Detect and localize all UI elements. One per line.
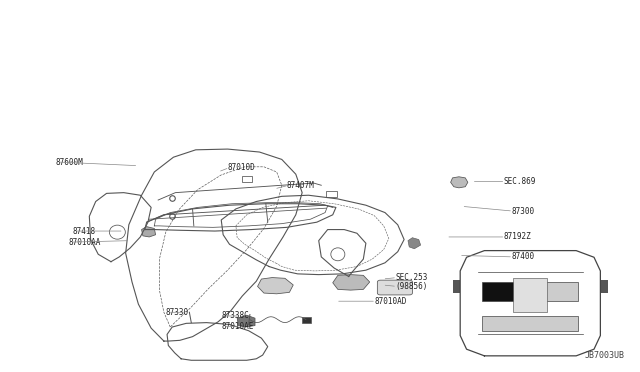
Text: 87600M: 87600M: [56, 157, 83, 167]
Text: 87010AD: 87010AD: [374, 297, 406, 306]
Text: 87338C: 87338C: [221, 311, 249, 320]
Bar: [483, 316, 578, 331]
Text: JB7003UB: JB7003UB: [584, 350, 625, 360]
Polygon shape: [141, 227, 156, 237]
Text: 87407M: 87407M: [287, 181, 315, 190]
Text: 87400: 87400: [511, 252, 534, 262]
Polygon shape: [257, 278, 293, 294]
FancyBboxPatch shape: [378, 280, 412, 295]
Bar: [302, 317, 311, 323]
Polygon shape: [333, 275, 370, 290]
Bar: [326, 191, 337, 197]
Text: 87330: 87330: [166, 308, 189, 317]
Polygon shape: [451, 177, 468, 188]
Text: SEC.869: SEC.869: [504, 177, 536, 186]
Polygon shape: [408, 238, 420, 249]
Bar: [242, 176, 252, 182]
Text: 87010AE: 87010AE: [221, 322, 253, 331]
Text: 87192Z: 87192Z: [504, 232, 531, 241]
Text: (98856): (98856): [395, 282, 428, 291]
Bar: [513, 278, 547, 312]
Bar: [483, 282, 529, 301]
Text: 87418: 87418: [73, 227, 96, 235]
Polygon shape: [237, 315, 255, 327]
Text: 87010D: 87010D: [228, 163, 255, 172]
Text: 87300: 87300: [511, 206, 534, 216]
Bar: [532, 282, 578, 301]
Text: SEC.253: SEC.253: [395, 273, 428, 282]
Bar: [452, 280, 460, 293]
Text: 87010AA: 87010AA: [68, 238, 100, 247]
Bar: [600, 280, 608, 293]
